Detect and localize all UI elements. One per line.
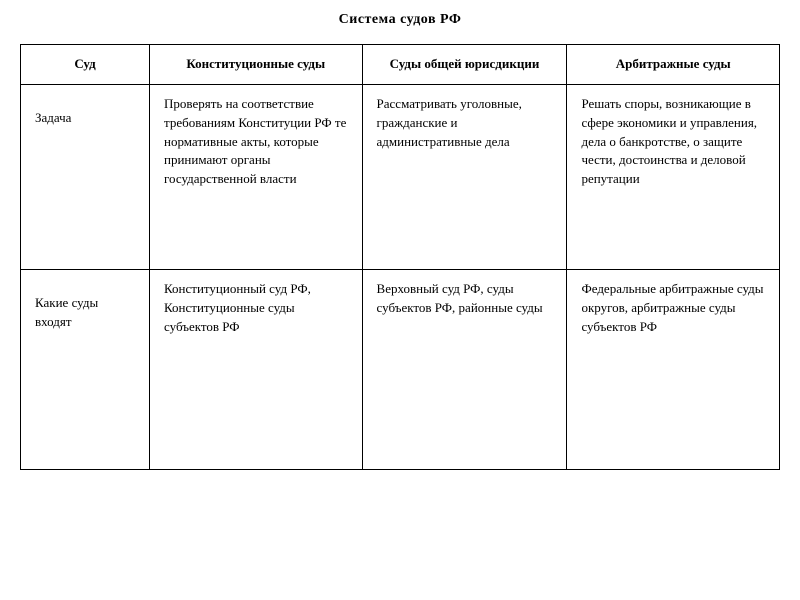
courts-table: Суд Конституционные суды Суды общей юрис…: [20, 44, 780, 470]
header-constitutional: Конституционные суды: [150, 45, 363, 85]
row-label-task: Задача: [21, 84, 150, 269]
table-row: Какие суды входят Конституционный суд РФ…: [21, 269, 780, 469]
cell-task-constitutional: Проверять на соответствие требованиям Ко…: [150, 84, 363, 269]
header-general: Суды общей юрисдикции: [362, 45, 567, 85]
table-row: Задача Проверять на соответствие требова…: [21, 84, 780, 269]
header-arbitration: Арбитражные суды: [567, 45, 780, 85]
cell-task-arbitration: Решать споры, возникающие в сфере эконом…: [567, 84, 780, 269]
cell-which-arbitration: Федеральные арбитражные суды округов, ар…: [567, 269, 780, 469]
header-court: Суд: [21, 45, 150, 85]
page-title: Система судов РФ: [20, 12, 780, 28]
table-header-row: Суд Конституционные суды Суды общей юрис…: [21, 45, 780, 85]
cell-task-general: Рассматривать уголовные, гражданские и а…: [362, 84, 567, 269]
cell-which-general: Верховный суд РФ, суды субъектов РФ, рай…: [362, 269, 567, 469]
cell-which-constitutional: Конституционный суд РФ, Конституционные …: [150, 269, 363, 469]
row-label-which: Какие суды входят: [21, 269, 150, 469]
